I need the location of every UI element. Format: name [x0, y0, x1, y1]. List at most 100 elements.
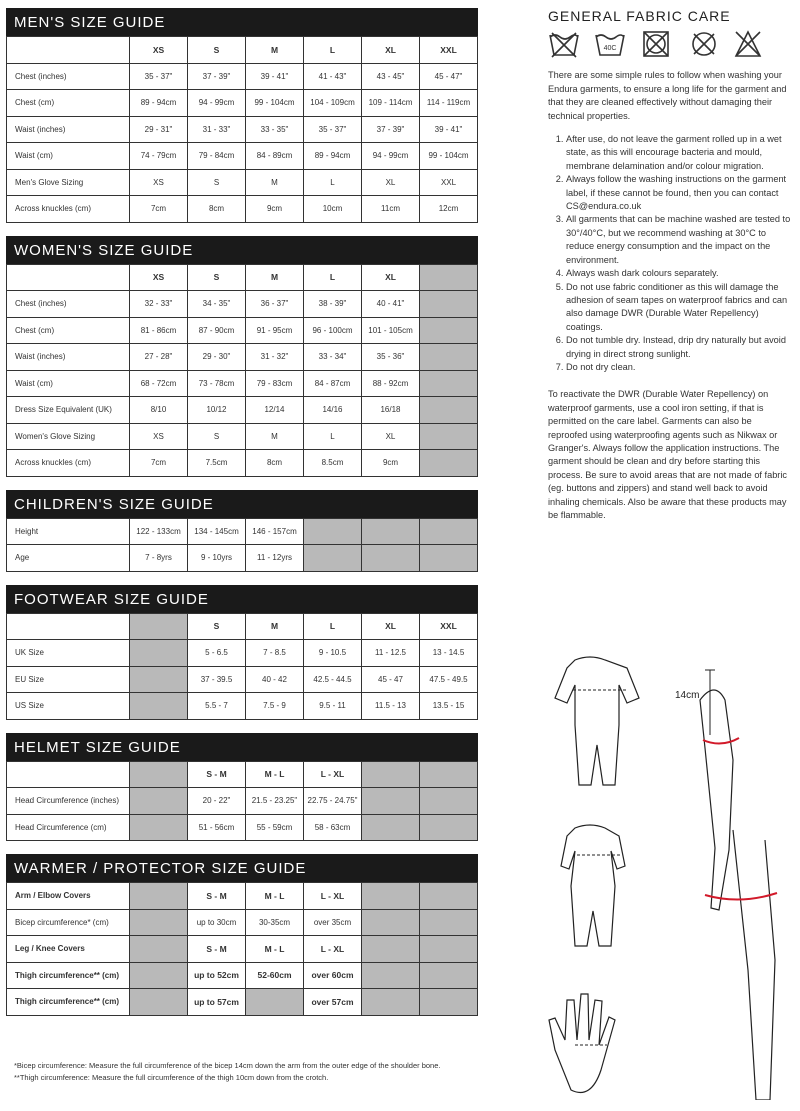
table-cell: 37 - 39" [188, 63, 246, 90]
table-cell: 7cm [130, 450, 188, 477]
table-cell: 14/16 [304, 397, 362, 424]
header-cell: S [188, 264, 246, 291]
blank-cell [304, 545, 362, 572]
row-label: Bicep circumference* (cm) [6, 909, 130, 936]
measure-diagrams: 14cm [548, 656, 778, 1100]
blank-cell [130, 962, 188, 989]
table-cell: up to 57cm [188, 989, 246, 1016]
table-cell: M - L [246, 883, 304, 910]
table-cell: 11 - 12yrs [246, 545, 304, 572]
row-label: Leg / Knee Covers [6, 936, 130, 963]
table-cell: L [304, 423, 362, 450]
table-cell: 11 - 12.5 [362, 640, 420, 667]
blank-cell [130, 666, 188, 693]
blank-cell [420, 909, 478, 936]
blank-cell [362, 962, 420, 989]
blank-cell [362, 545, 420, 572]
header-cell: S - M [188, 761, 246, 788]
table-cell: 41 - 43" [304, 63, 362, 90]
table-cell: 8cm [246, 450, 304, 477]
care-item: After use, do not leave the garment roll… [566, 133, 792, 173]
table-cell: 134 - 145cm [188, 518, 246, 545]
size-table: WOMEN'S SIZE GUIDE XS S M L XL Chest (inches) 3… [6, 235, 478, 477]
size-table: CHILDREN'S SIZE GUIDE Height 122 - 133cm 13… [6, 489, 478, 572]
table-cell: 96 - 100cm [304, 317, 362, 344]
table-cell: L - XL [304, 936, 362, 963]
care-item: All garments that can be machine washed … [566, 213, 792, 267]
table-grid: XS S M L XL Chest (inches) 32 - 33" 34 - 35" 36 … [6, 263, 478, 477]
header-cell: L [304, 37, 362, 64]
table-cell: 99 - 104cm [246, 90, 304, 117]
table-cell: L [304, 169, 362, 196]
blank-cell [420, 936, 478, 963]
table-cell: S - M [188, 936, 246, 963]
table-row: Bicep circumference* (cm) up to 30cm 30-35… [6, 909, 478, 936]
table-cell: 37 - 39" [362, 116, 420, 143]
table-cell: 33 - 34" [304, 344, 362, 371]
row-label: Head Circumference (inches) [6, 788, 130, 815]
table-row: Across knuckles (cm) 7cm 8cm 9cm 10cm 11cm 12c… [6, 196, 478, 223]
table-cell: 58 - 63cm [304, 814, 362, 841]
table-cell: 29 - 30" [188, 344, 246, 371]
table-grid: XS S M L XL XXL Chest (inches) 35 - 37" 37 - 39"… [6, 36, 478, 223]
table-cell: 38 - 39" [304, 291, 362, 318]
size-table: FOOTWEAR SIZE GUIDE S M L XL XXL UK Size 5 - 6.… [6, 584, 478, 720]
table-grid: S M L XL XXL UK Size 5 - 6.5 7 - 8.5 9 - 10.5 11 … [6, 612, 478, 720]
table-cell: 89 - 94cm [130, 90, 188, 117]
table-row: Head Circumference (inches) 20 - 22" 21.5 … [6, 788, 478, 815]
table-cell: 109 - 114cm [362, 90, 420, 117]
table-cell: 12/14 [246, 397, 304, 424]
blank-cell [420, 397, 478, 424]
table-cell: 9 - 10yrs [188, 545, 246, 572]
table-cell: 5 - 6.5 [188, 640, 246, 667]
size-table: WARMER / PROTECTOR SIZE GUIDE Arm / Elbow… [6, 854, 478, 1016]
table-cell: 99 - 104cm [420, 143, 478, 170]
table-cell: 84 - 89cm [246, 143, 304, 170]
blank-cell [362, 814, 420, 841]
table-cell: 39 - 41" [246, 63, 304, 90]
table-cell: 79 - 84cm [188, 143, 246, 170]
table-cell: 22.75 - 24.75" [304, 788, 362, 815]
table-row: Chest (inches) 35 - 37" 37 - 39" 39 - 41" 41… [6, 63, 478, 90]
table-row: Waist (cm) 74 - 79cm 79 - 84cm 84 - 89cm 89 … [6, 143, 478, 170]
table-cell: 39 - 41" [420, 116, 478, 143]
table-cell: 81 - 86cm [130, 317, 188, 344]
row-label: Chest (cm) [6, 90, 130, 117]
table-cell: XS [130, 169, 188, 196]
row-label: Arm / Elbow Covers [6, 883, 130, 910]
header-cell: XS [130, 264, 188, 291]
table-cell: 88 - 92cm [362, 370, 420, 397]
blank-cell [420, 344, 478, 371]
table-cell: L - XL [304, 883, 362, 910]
table-cell: 31 - 33" [188, 116, 246, 143]
table-cell: up to 52cm [188, 962, 246, 989]
table-cell: 52-60cm [246, 962, 304, 989]
blank-cell [420, 291, 478, 318]
table-cell: 89 - 94cm [304, 143, 362, 170]
table-cell: 47.5 - 49.5 [420, 666, 478, 693]
size-guides: MEN'S SIZE GUIDE XS S M L XL XXL Chest (inches)… [6, 8, 478, 1029]
blank-cell [130, 761, 188, 788]
table-cell: 9.5 - 11 [304, 693, 362, 720]
table-cell: 40 - 41" [362, 291, 420, 318]
row-label: Waist (inches) [6, 344, 130, 371]
table-title: WARMER / PROTECTOR SIZE GUIDE [6, 854, 478, 882]
blank-cell [6, 613, 130, 640]
blank-cell [130, 909, 188, 936]
blank-cell [362, 518, 420, 545]
blank-cell [304, 518, 362, 545]
table-cell: 87 - 90cm [188, 317, 246, 344]
table-cell: 35 - 37" [130, 63, 188, 90]
table-cell: M - L [246, 936, 304, 963]
table-cell: up to 30cm [188, 909, 246, 936]
table-title: FOOTWEAR SIZE GUIDE [6, 584, 478, 613]
row-label: Women's Glove Sizing [6, 423, 130, 450]
blank-cell [6, 37, 130, 64]
table-cell: 7.5cm [188, 450, 246, 477]
table-cell: 45 - 47" [420, 63, 478, 90]
table-cell: 94 - 99cm [188, 90, 246, 117]
table-cell: 40 - 42 [246, 666, 304, 693]
table-row: Head Circumference (cm) 51 - 56cm 55 - 59c… [6, 814, 478, 841]
